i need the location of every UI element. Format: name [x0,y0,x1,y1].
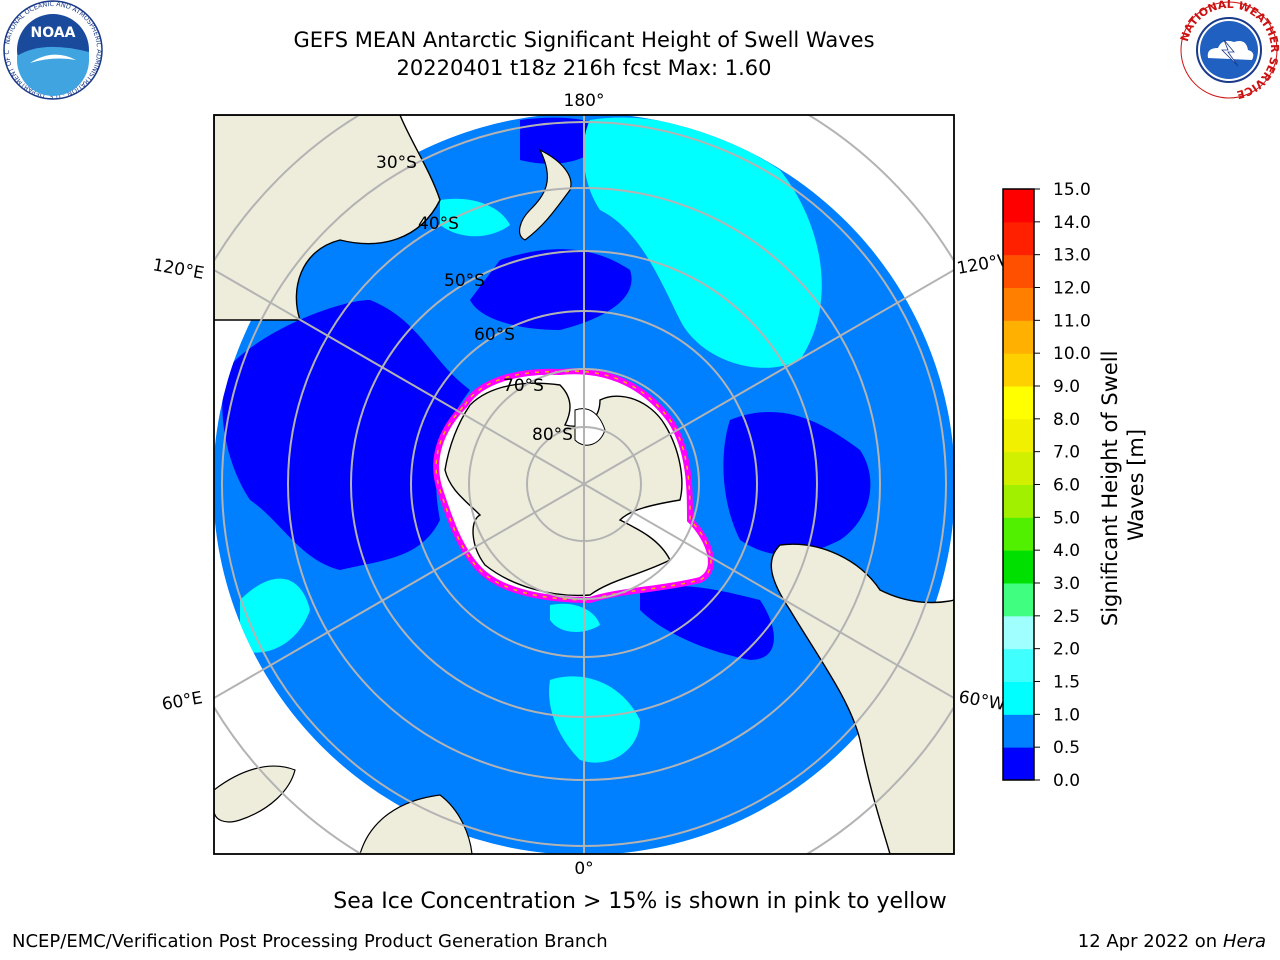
colorbar-tick-label: 8.0 [1053,410,1080,430]
low-swell-region-amundsen [723,411,871,555]
high-swell-region-south-atlantic [550,603,600,632]
land-southern-africa [359,794,473,854]
colorbar-swatch [1003,484,1034,518]
lon-label-60e: 60°E [160,688,204,715]
colorbar-tick-label: 2.0 [1053,640,1080,660]
high-swell-region-pacific [583,117,822,368]
colorbar-swatch [1003,681,1034,715]
land-madagascar [214,765,296,823]
colorbar-swatch [1003,189,1034,223]
graticule [214,115,954,854]
lat-label-50s: 50°S [444,271,485,291]
colorbar-swatch [1003,418,1034,453]
low-swell-region-indian-ocean [222,300,470,570]
colorbar-swatch [1003,615,1034,650]
colorbar-swatch [1003,221,1034,256]
map-frame [213,114,955,855]
colorbar-swatch [1003,714,1034,748]
colorbar-swatch [1003,287,1034,321]
colorbar-swatch [1003,451,1034,485]
colorbar-tick-label: 0.0 [1053,771,1080,791]
colorbar-swatch [1003,550,1034,584]
colorbar-swatch [1003,747,1034,781]
colorbar-tick-label: 1.5 [1053,673,1080,693]
map-subtitle: 20220401 t18z 216h fcst Max: 1.60 [396,56,772,80]
low-swell-region-ross-sea [470,249,632,330]
colorbar-tick-label: 3.0 [1053,574,1080,594]
lat-label-30s: 30°S [376,153,417,173]
colorbar-swatch [1003,583,1034,617]
sea-ice-caption: Sea Ice Concentration > 15% is shown in … [333,889,947,914]
high-swell-region-south-pacific-west [440,198,510,237]
map-title: GEFS MEAN Antarctic Significant Height o… [293,28,875,52]
high-swell-region-indian-west [240,578,310,653]
lon-label-120e: 120°E [151,255,205,284]
lat-label-40s: 40°S [418,214,459,234]
footer-host: Hera [1222,931,1266,952]
colorbar-tick-label: 10.0 [1053,344,1091,364]
land-new-zealand [518,148,572,241]
svg-text:NOAA: NOAA [31,25,76,41]
colorbar-tick-label: 1.0 [1053,705,1080,725]
colorbar-tick-label: 12.0 [1053,279,1091,299]
colorbar-tick-label: 9.0 [1053,377,1080,397]
colorbar-tick-label: 15.0 [1053,180,1091,200]
colorbar-swatch [1003,254,1034,288]
colorbar: 0.0 0.5 1.0 1.5 2.0 2.5 3.0 4.0 5.0 6.0 7.0 8.0 9.0 1… [1002,180,1091,791]
colorbar-swatch [1003,320,1034,354]
colorbar-swatch [1003,648,1034,682]
footer-date: 12 Apr 2022 on Hera [1077,931,1266,952]
lon-label-0: 0° [574,859,593,879]
lat-label-60s: 60°S [474,325,515,345]
colorbar-tick-label: 0.5 [1053,738,1080,758]
land-south-america [770,543,954,854]
colorbar-tick-label: 4.0 [1053,541,1080,561]
nws-logo: NATIONAL WEATHER SERVICE [1178,0,1280,100]
lon-label-60w: 60°W [957,687,1007,715]
land-antarctica [444,382,683,597]
colorbar-swatch [1003,353,1034,387]
colorbar-label: Significant Height of Swell Waves [m] [1098,344,1148,626]
lat-label-80s: 80°S [532,425,573,445]
colorbar-tick-label: 13.0 [1053,246,1091,266]
lon-label-180: 180° [564,91,605,111]
colorbar-tick-label: 7.0 [1053,443,1080,463]
colorbar-tick-label: 2.5 [1053,607,1080,627]
colorbar-swatch [1003,386,1034,420]
low-swell-region-weddell [640,585,774,660]
high-swell-region-atlantic [549,676,640,763]
colorbar-tick-label: 5.0 [1053,508,1080,528]
colorbar-swatch [1003,517,1034,551]
footer-credit: NCEP/EMC/Verification Post Processing Pr… [12,931,608,952]
lat-label-70s: 70°S [503,376,544,396]
land-australia [214,115,441,321]
colorbar-tick-label: 6.0 [1053,476,1080,496]
noaa-logo: NATIONAL OCEANIC AND ATMOSPHERIC ADMINIS… [2,0,103,100]
colorbar-tick-label: 14.0 [1053,213,1091,233]
colorbar-tick-label: 11.0 [1053,311,1091,331]
